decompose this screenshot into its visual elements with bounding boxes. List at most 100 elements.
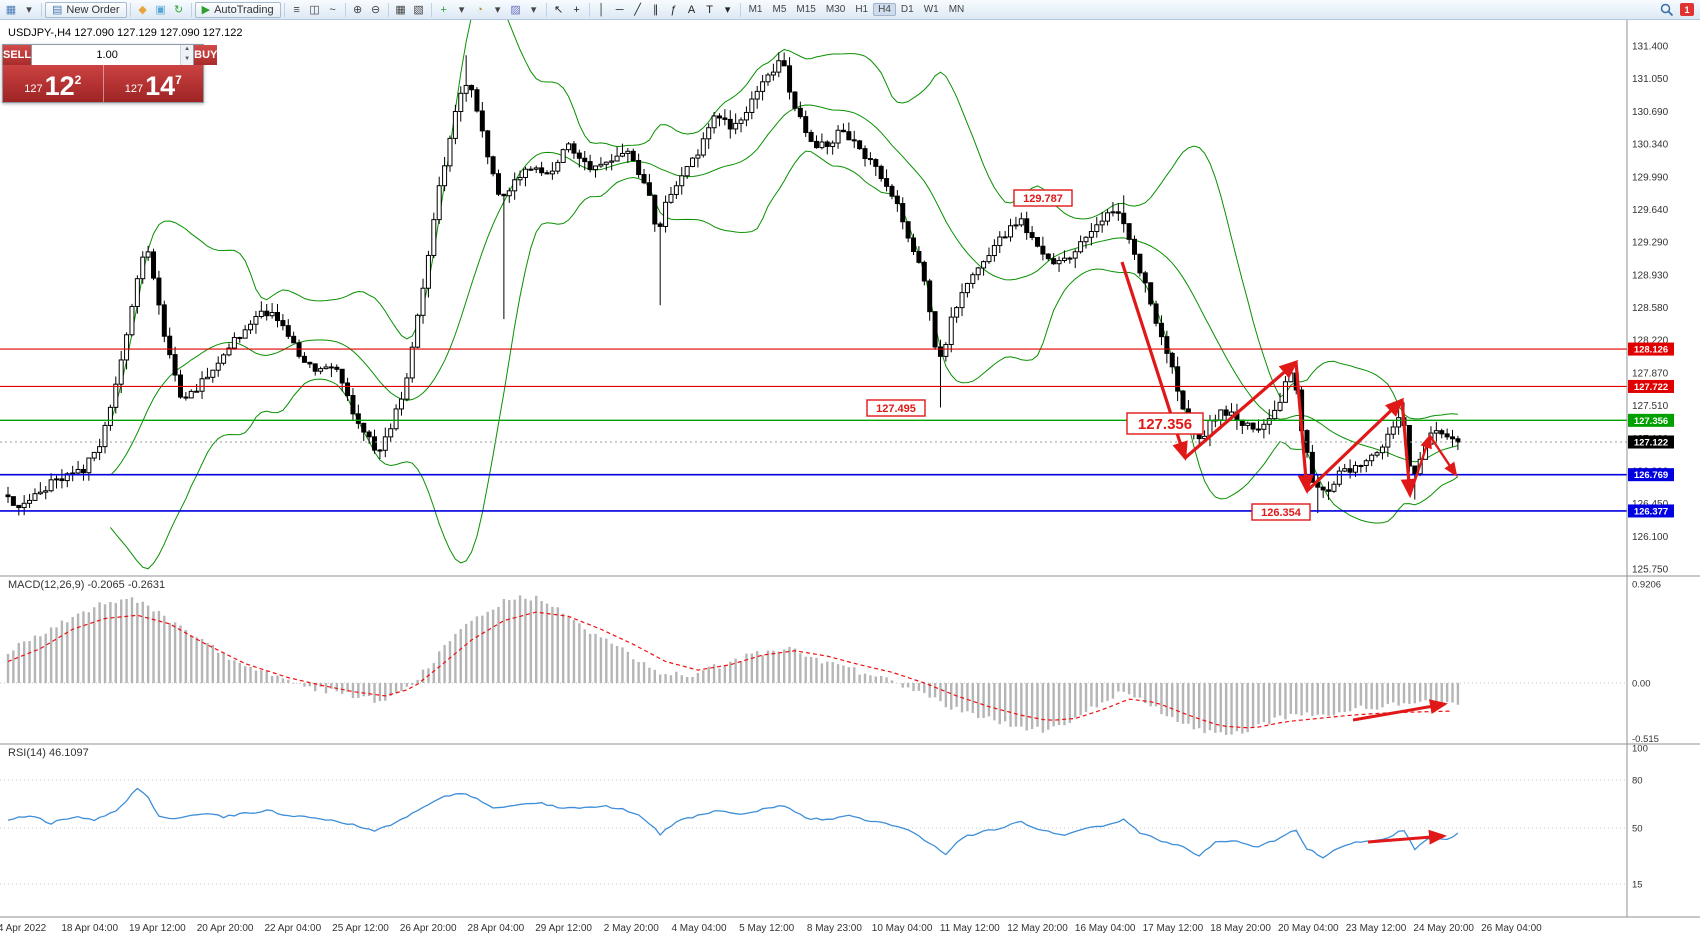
toolbar-right: 1	[1660, 3, 1698, 17]
svg-text:130.690: 130.690	[1632, 107, 1669, 118]
auto-arrange-icon[interactable]: ▧	[413, 4, 424, 16]
periods-dropdown-icon[interactable]: ▾	[494, 4, 501, 16]
toolbar-separator	[283, 2, 285, 17]
bar-chart-icon[interactable]: ≡	[293, 3, 300, 16]
templates-dropdown-icon[interactable]: ▾	[530, 4, 537, 16]
equidistant-channel-icon[interactable]: ∥	[652, 4, 659, 16]
new-chart-icon[interactable]: ▦	[5, 4, 17, 16]
timeframe-m1[interactable]: M1	[748, 4, 763, 15]
timeframe-m15[interactable]: M15	[796, 4, 816, 15]
buy-price[interactable]: 127 14 7	[104, 65, 204, 102]
timeframe-mn[interactable]: MN	[948, 4, 965, 15]
fibonacci-icon[interactable]: ƒ	[670, 3, 677, 16]
timeframe-m5[interactable]: M5	[772, 4, 787, 15]
svg-text:26 Apr 20:00: 26 Apr 20:00	[400, 923, 457, 934]
buy-button[interactable]: BUY	[194, 45, 218, 65]
svg-text:25 Apr 12:00: 25 Apr 12:00	[332, 923, 389, 934]
svg-text:22 Apr 04:00: 22 Apr 04:00	[264, 923, 321, 934]
trade-panel-divider	[102, 65, 104, 102]
volume-increase-button[interactable]: ▲	[181, 45, 194, 55]
toolbar-separator	[387, 2, 389, 17]
buy-price-pip: 7	[175, 73, 182, 87]
svg-text:126.100: 126.100	[1632, 532, 1669, 543]
svg-text:129.290: 129.290	[1632, 238, 1669, 249]
arrows-dropdown-icon[interactable]: ▾	[724, 4, 731, 16]
sell-price-main: 12	[44, 71, 75, 101]
trade-panel-controls: SELL ▲ ▼ BUY	[3, 45, 218, 65]
chart-list-dropdown-icon[interactable]: ▾	[26, 4, 32, 16]
autotrading-button-icon: ▶	[201, 4, 211, 16]
text-label-icon[interactable]: T	[706, 3, 713, 16]
vertical-line-icon[interactable]: │	[598, 3, 606, 16]
search-icon[interactable]	[1660, 3, 1674, 17]
volume-input-wrap: ▲ ▼	[31, 45, 195, 65]
timeframe-w1[interactable]: W1	[923, 4, 939, 15]
price-callouts[interactable]: 129.787 127.495 127.356 126.354	[866, 189, 1311, 521]
indicators-dropdown-icon[interactable]: ▾	[458, 4, 465, 16]
one-click-trading-panel: SELL ▲ ▼ BUY 127 12 2 127 14 7	[2, 44, 218, 103]
crosshair-icon[interactable]: +	[573, 3, 580, 16]
svg-text:127.356: 127.356	[1138, 416, 1192, 433]
macd-pane: MACD(12,26,9) -0.2065 -0.2631 0.9206 0.00 -…	[0, 579, 1661, 745]
svg-text:17 May 12:00: 17 May 12:00	[1143, 923, 1204, 934]
svg-text:129.787: 129.787	[1023, 193, 1063, 205]
market-icon[interactable]: ▣	[155, 4, 166, 16]
svg-text:131.050: 131.050	[1632, 74, 1669, 85]
timeframe-h1[interactable]: H1	[855, 4, 869, 15]
buy-price-prefix: 127	[124, 83, 144, 95]
candles	[5, 52, 1461, 516]
toolbar-separator	[430, 2, 432, 17]
bollinger-bands	[109, 20, 1459, 570]
timeframe-d1[interactable]: D1	[900, 4, 914, 15]
zoom-out-icon[interactable]: ⊖	[370, 4, 381, 16]
svg-text:127.722: 127.722	[1634, 382, 1668, 393]
toolbar-separator	[545, 2, 547, 17]
templates-icon[interactable]: ▨	[510, 4, 521, 16]
notifications-badge[interactable]: 1	[1680, 3, 1694, 16]
new-order-button[interactable]: ▤ New Order	[45, 1, 127, 18]
svg-text:28 Apr 04:00: 28 Apr 04:00	[468, 923, 525, 934]
tile-windows-icon[interactable]: ▦	[395, 4, 406, 16]
refresh-icon[interactable]: ↻	[173, 4, 184, 16]
svg-text:80: 80	[1632, 776, 1643, 787]
svg-text:19 Apr 12:00: 19 Apr 12:00	[129, 923, 186, 934]
timeframe-m30[interactable]: M30	[825, 4, 846, 15]
toolbar-separator	[344, 2, 346, 17]
svg-text:2 May 20:00: 2 May 20:00	[604, 923, 659, 934]
rsi-pane: RSI(14) 46.1097 100 80 50 15	[0, 744, 1648, 891]
volume-decrease-button[interactable]: ▼	[181, 55, 194, 65]
volume-input[interactable]	[32, 45, 181, 65]
sell-price[interactable]: 127 12 2	[3, 65, 103, 102]
cursor-icon[interactable]: ↖	[553, 4, 564, 16]
autotrading-button[interactable]: ▶ AutoTrading	[194, 1, 281, 18]
periods-icon[interactable]: ◔	[476, 3, 483, 16]
svg-text:-0.515: -0.515	[1632, 734, 1659, 745]
sell-button[interactable]: SELL	[3, 45, 32, 65]
zoom-in-icon[interactable]: ⊕	[352, 4, 363, 16]
svg-text:128.126: 128.126	[1634, 345, 1668, 356]
sell-price-prefix: 127	[24, 83, 43, 95]
timeframe-h4[interactable]: H4	[873, 3, 896, 16]
pane-separators	[0, 575, 1700, 918]
rsi-label: RSI(14) 46.1097	[8, 747, 89, 759]
mql5-community-icon[interactable]: ◆	[138, 4, 147, 16]
line-chart-icon[interactable]: ~	[329, 3, 336, 16]
svg-text:12 May 20:00: 12 May 20:00	[1007, 923, 1068, 934]
svg-text:10 May 04:00: 10 May 04:00	[872, 923, 933, 934]
svg-text:130.340: 130.340	[1632, 140, 1669, 151]
sell-price-pip: 2	[74, 73, 82, 87]
svg-text:131.400: 131.400	[1632, 42, 1669, 53]
candlestick-chart-icon[interactable]: ◫	[309, 4, 320, 16]
toolbar-items: ▦ ▾ ▤ New Order ◆ ▣ ↻ ▶ AutoTrading ≡ ◫ ~ ⊕ ⊖ ▦ ▧ + ▾ ◔ ▾ ▨ ▾…	[2, 1, 969, 18]
chart-canvas[interactable]: 131.400 131.050 130.690 130.340 129.990 129.6…	[0, 20, 1700, 945]
horizontal-line-icon[interactable]: ─	[615, 3, 624, 16]
horizontal-line-objects[interactable]	[0, 348, 1627, 512]
trendline-icon[interactable]: ╱	[634, 4, 641, 16]
autotrading-button-label: AutoTrading	[214, 3, 274, 16]
text-icon[interactable]: A	[687, 3, 696, 16]
indicators-icon[interactable]: +	[440, 3, 447, 16]
new-order-button-icon: ▤	[52, 4, 63, 16]
svg-text:126.769: 126.769	[1634, 470, 1668, 481]
svg-text:128.580: 128.580	[1632, 303, 1669, 314]
